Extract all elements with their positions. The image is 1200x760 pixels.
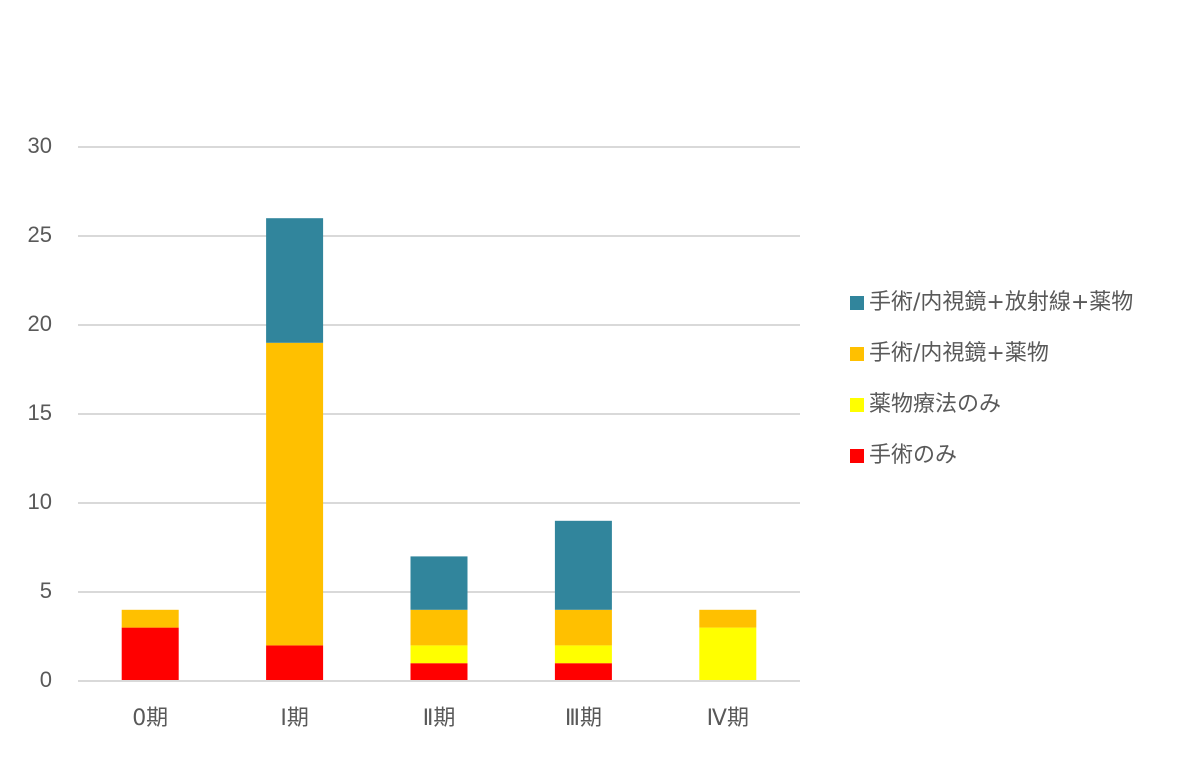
bar-segment <box>699 609 757 628</box>
legend-label: 手術/内視鏡+放射線+薬物 <box>869 290 1133 315</box>
bar-segment <box>121 627 179 681</box>
legend-swatch <box>850 347 864 361</box>
legend-label: 薬物療法のみ <box>869 392 1001 417</box>
bar-segment <box>410 609 468 646</box>
bar-segment <box>121 609 179 628</box>
bar-segment <box>410 556 468 610</box>
y-tick-label: 15 <box>28 400 52 425</box>
bar-segment <box>410 663 468 681</box>
bar-segment <box>266 218 324 343</box>
y-tick-label: 25 <box>28 222 52 247</box>
legend-swatch <box>850 398 864 412</box>
legend-label: 手術/内視鏡+薬物 <box>869 341 1049 366</box>
bar-segment <box>554 663 612 681</box>
x-tick-label: Ⅲ期 <box>565 706 602 731</box>
legend-label: 手術のみ <box>869 443 957 468</box>
x-tick-label: Ⅱ期 <box>423 706 456 731</box>
x-tick-label: 0期 <box>132 706 168 731</box>
legend-swatch <box>850 449 864 463</box>
x-tick-label: Ⅰ期 <box>280 706 309 731</box>
y-tick-label: 5 <box>40 578 52 603</box>
x-tick-label: Ⅳ期 <box>707 706 749 731</box>
y-tick-label: 10 <box>28 489 52 514</box>
legend-swatch <box>850 296 864 310</box>
y-tick-label: 30 <box>28 133 52 158</box>
bar-segment <box>554 609 612 646</box>
bar-segment <box>410 645 468 664</box>
bar-segment <box>266 342 324 646</box>
bar-segment <box>266 645 324 681</box>
bar-segment <box>699 627 757 681</box>
bar-segment <box>554 520 612 610</box>
y-tick-label: 0 <box>40 667 52 692</box>
bar-segment <box>554 645 612 664</box>
y-tick-label: 20 <box>28 311 52 336</box>
